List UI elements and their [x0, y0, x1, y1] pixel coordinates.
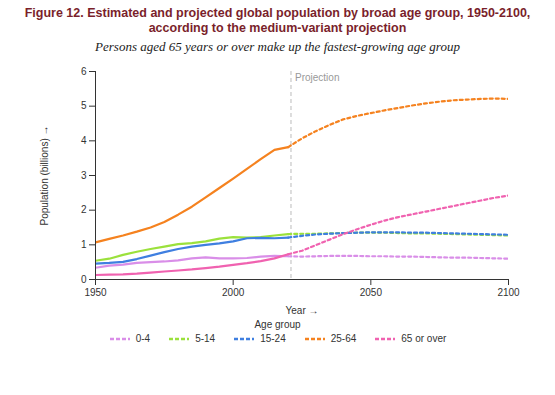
- svg-text:Population (billions) →: Population (billions) →: [39, 125, 50, 225]
- html-text:65 or over: 65 or over: [401, 333, 447, 344]
- svg-text:4: 4: [81, 135, 87, 146]
- svg-text:0: 0: [81, 274, 87, 285]
- html-text:25-64: 25-64: [330, 333, 357, 344]
- html-text:Age group: Age group: [254, 319, 301, 330]
- svg-text:2050: 2050: [360, 287, 383, 298]
- svg-text:2100: 2100: [497, 287, 520, 298]
- html-text:0-4: 0-4: [135, 333, 151, 344]
- svg-text:5: 5: [81, 100, 87, 111]
- svg-text:Year →: Year →: [286, 305, 319, 316]
- svg-text:2000: 2000: [222, 287, 245, 298]
- html-text:5-14: 5-14: [195, 333, 216, 344]
- svg-text:6: 6: [81, 66, 87, 77]
- svg-text:Projection: Projection: [295, 72, 339, 83]
- svg-text:2: 2: [81, 204, 87, 215]
- svg-text:3: 3: [81, 170, 87, 181]
- svg-text:1950: 1950: [84, 287, 107, 298]
- svg-text:1: 1: [81, 239, 87, 250]
- html-text:Figure 12. Estimated and proje: Figure 12. Estimated and projected globa…: [24, 6, 531, 35]
- html-text:Persons aged 65 years or over: Persons aged 65 years or over make up th…: [95, 39, 460, 54]
- html-text:15-24: 15-24: [260, 333, 286, 344]
